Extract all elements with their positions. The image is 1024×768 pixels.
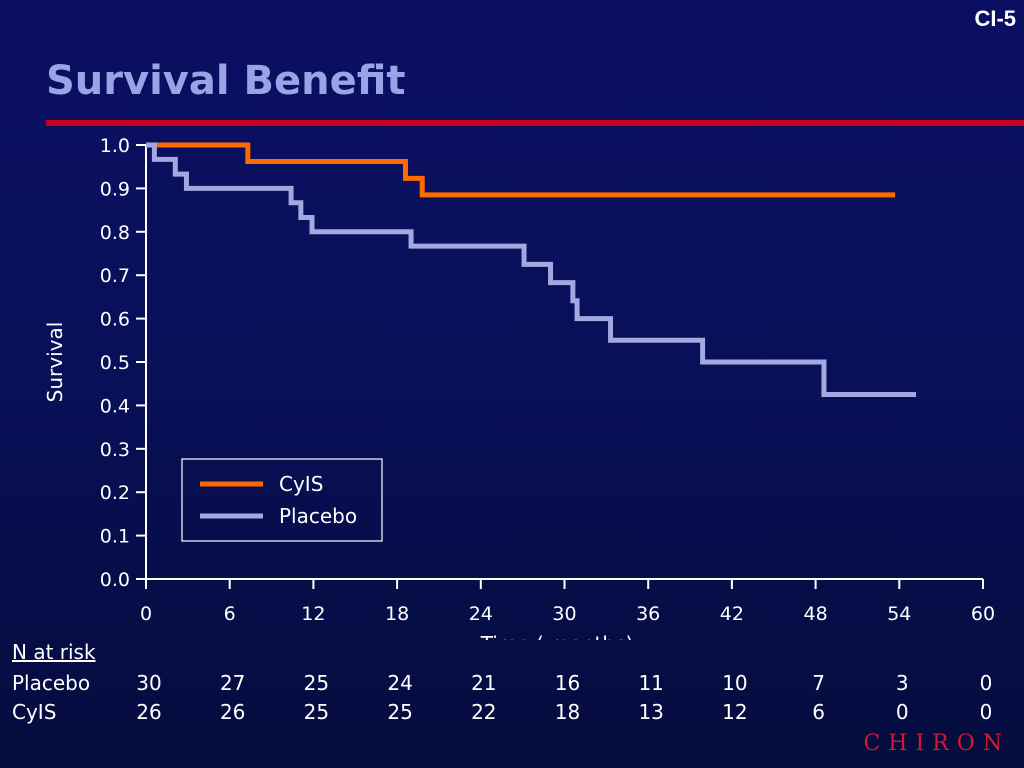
x-tick-label: 48	[804, 603, 828, 625]
chart-series	[146, 142, 917, 398]
x-tick-label: 60	[971, 603, 995, 625]
risk-cell-placebo-6: 27	[219, 671, 246, 695]
risk-cell-placebo-36: 11	[638, 671, 664, 695]
legend-label-cyis: CyIS	[279, 472, 323, 496]
series-line-placebo	[146, 142, 917, 398]
y-tick-label: 0.2	[100, 482, 130, 504]
y-tick-label: 1.0	[100, 135, 130, 157]
survival-chart: 0.0 0.1 0.2 0.3 0.4 0.5 0.6 0.7 0.8 0.9 1.0 0 6 12 18 2…	[43, 135, 995, 640]
risk-cell-placebo-48: 7	[812, 671, 825, 695]
risk-cell-placebo-30: 16	[554, 671, 581, 695]
risk-cell-cyis-60: 0	[979, 700, 993, 724]
legend-label-placebo: Placebo	[279, 504, 357, 528]
risk-cell-cyis-42: 12	[722, 700, 748, 724]
risk-row-label-placebo: Placebo	[12, 671, 91, 695]
risk-cell-cyis-6: 26	[219, 700, 246, 724]
x-tick-label: 36	[636, 603, 660, 625]
y-tick-label: 0.5	[100, 352, 130, 374]
x-tick-label: 0	[140, 603, 152, 625]
y-tick-label: 0.8	[100, 222, 130, 244]
title-divider	[46, 120, 1024, 126]
x-tick-label: 6	[224, 603, 236, 625]
y-tick-label: 0.3	[100, 439, 130, 461]
y-tick-label: 0.6	[100, 309, 130, 331]
y-tick-label: 0.1	[100, 526, 130, 548]
risk-cell-cyis-24: 22	[471, 700, 497, 724]
page-title: Survival Benefit	[46, 58, 406, 104]
y-tick-label: 0.9	[100, 178, 130, 200]
risk-cell-placebo-0: 30	[136, 671, 162, 695]
slide-number: CI-5	[974, 6, 1016, 31]
y-tick-label: 0.0	[100, 569, 130, 591]
risk-cell-placebo-24: 21	[471, 671, 497, 695]
chart-axes: 0.0 0.1 0.2 0.3 0.4 0.5 0.6 0.7 0.8 0.9 1.0 0 6 12 18 2…	[100, 135, 995, 625]
legend-box	[181, 458, 383, 542]
risk-cell-cyis-30: 18	[554, 700, 581, 724]
x-tick-label: 18	[385, 603, 409, 625]
y-tick-label: 0.7	[100, 265, 130, 287]
risk-cell-cyis-18: 25	[387, 700, 413, 724]
risk-cell-cyis-54: 0	[895, 700, 909, 724]
risk-table-header: N at risk	[12, 640, 96, 664]
y-tick-label: 0.4	[100, 395, 130, 417]
risk-cell-placebo-12: 25	[303, 671, 330, 695]
risk-cell-cyis-48: 6	[812, 700, 825, 724]
chart-legend: CyIS Placebo	[181, 458, 383, 542]
risk-cell-placebo-60: 0	[979, 671, 993, 695]
risk-row-label-cyis: CyIS	[12, 700, 57, 724]
x-tick-label: 24	[469, 603, 493, 625]
risk-cell-cyis-0: 26	[136, 700, 162, 724]
risk-cell-placebo-54: 3	[895, 671, 909, 695]
x-axis-label: Time ( months)	[480, 632, 634, 640]
risk-table: N at risk Placebo CyIS 30 27 25 24 21 16 11 10 7…	[0, 640, 1024, 730]
risk-cell-cyis-36: 13	[638, 700, 664, 724]
risk-cell-placebo-42: 10	[722, 671, 748, 695]
risk-cell-cyis-12: 25	[303, 700, 330, 724]
risk-cell-placebo-18: 24	[387, 671, 413, 695]
x-tick-label: 30	[552, 603, 576, 625]
series-line-cyis	[146, 142, 896, 198]
chiron-logo: CHIRON	[863, 731, 1010, 756]
x-tick-label: 42	[720, 603, 744, 625]
x-tick-label: 12	[301, 603, 325, 625]
y-axis-label: Survival	[43, 322, 67, 403]
x-tick-label: 54	[887, 603, 911, 625]
